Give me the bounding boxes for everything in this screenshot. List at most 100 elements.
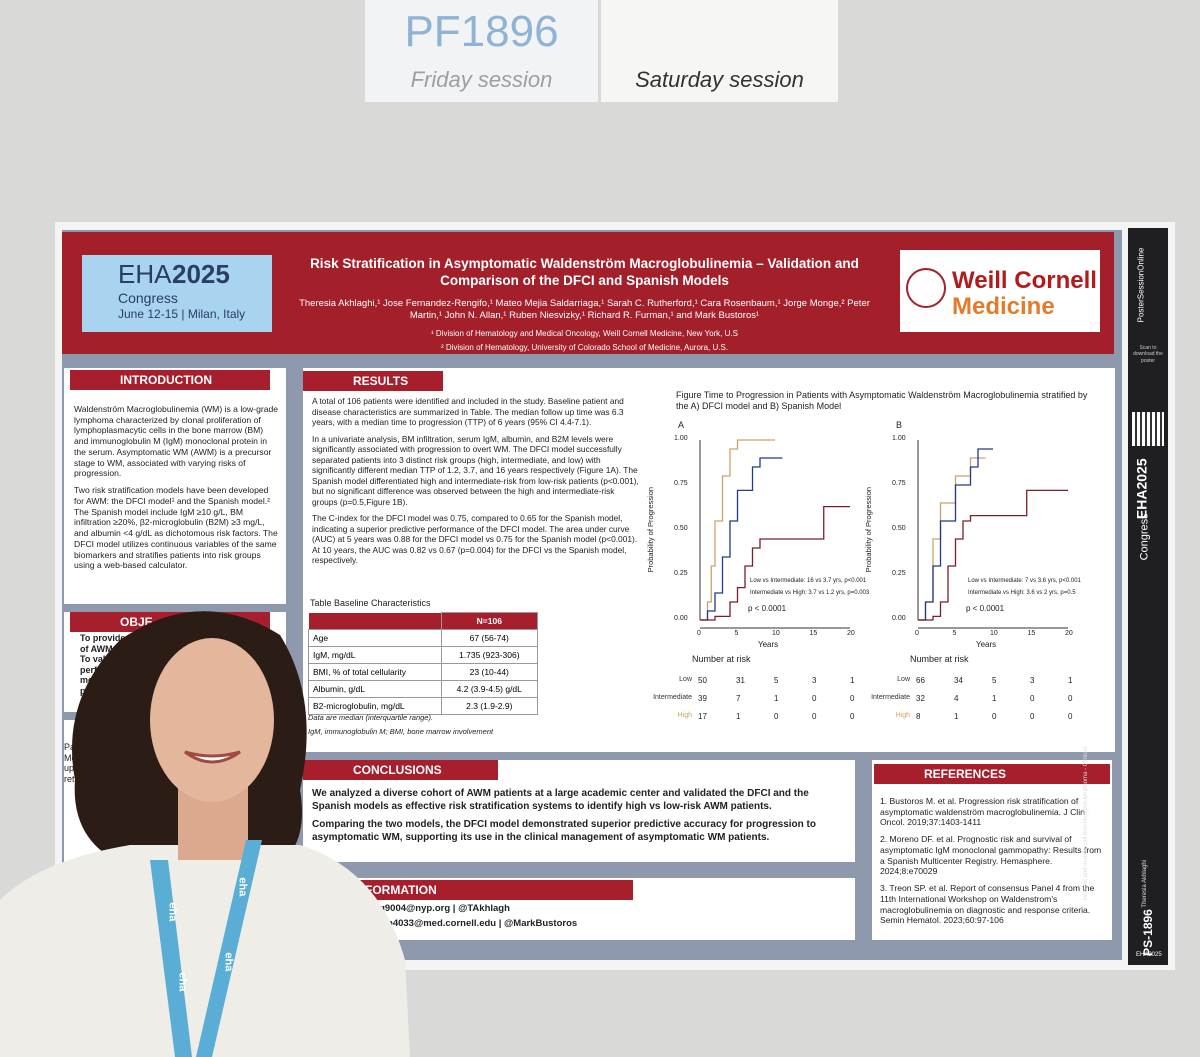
lanyard-print: eha xyxy=(222,952,235,972)
table-caption: Table Baseline Characteristics xyxy=(310,598,431,608)
p-value: p < 0.0001 xyxy=(966,604,1005,613)
table-cell: 2.3 (1.9-2.9) xyxy=(440,697,539,715)
conclusions-text: We analyzed a diverse cohort of AWM pati… xyxy=(312,788,842,850)
table-header: N=106 xyxy=(308,612,539,630)
y-tick-label: 1.00 xyxy=(674,435,688,442)
references-text-item: 2. Moreno DF. et al. Prognostic risk and… xyxy=(880,834,1102,877)
sidebar xyxy=(1128,228,1168,965)
congress-event: Congress xyxy=(118,290,178,306)
logo-line1: Weill Cornell xyxy=(952,267,1097,294)
risk-count: 3 xyxy=(1030,676,1035,685)
risk-count: 7 xyxy=(736,694,741,703)
legend-item: Intermediate vs High: 3.7 vs 1.2 yrs, p=… xyxy=(750,590,870,596)
risk-count: 0 xyxy=(1030,694,1035,703)
risk-count: 0 xyxy=(812,694,817,703)
risk-count: 1 xyxy=(1068,676,1073,685)
y-tick-label: 0.25 xyxy=(674,570,688,577)
p-value: p < 0.0001 xyxy=(748,604,787,613)
legend-item: Low vs Intermediate: 7 vs 3.6 yrs, p<0.0… xyxy=(968,578,1081,584)
smile xyxy=(184,750,241,764)
y-tick-label: 0.00 xyxy=(674,615,688,622)
results-text: A total of 106 patients were identified … xyxy=(312,396,642,572)
risk-count: 0 xyxy=(850,694,855,703)
lanyard-print: eha xyxy=(176,972,189,992)
y-tick-label: 0.50 xyxy=(674,525,688,532)
risk-count: 17 xyxy=(698,712,707,721)
panel-label: B xyxy=(896,420,903,430)
figure-caption: Figure Time to Progression in Patients w… xyxy=(676,390,1088,412)
risk-count: 31 xyxy=(736,676,745,685)
legend-item: Intermediate vs High: 3.6 vs 2 yrs, p=0.… xyxy=(968,590,1076,596)
risk-count: 66 xyxy=(916,676,925,685)
information-text-item: | ltg9004@nyp.org | @TAkhlagh xyxy=(368,903,510,914)
references-box xyxy=(872,760,1112,940)
table-row: IgM, mg/dL 1.735 (923-306) xyxy=(308,646,539,664)
risk-count: 39 xyxy=(698,694,707,703)
objectives-text-item: To provide a s xyxy=(80,633,141,643)
legend: Low vs Intermediate: 16 vs 3.7 yrs, p<0.… xyxy=(750,578,900,602)
legend-item: Low vs Intermediate: 16 vs 3.7 yrs, p<0.… xyxy=(750,578,867,584)
risk-count: 1 xyxy=(736,712,741,721)
conclusions-text-item: We analyzed a diverse cohort of AWM pati… xyxy=(312,788,809,812)
congress-brand: EHA xyxy=(118,259,172,289)
risk-count: 1 xyxy=(954,712,959,721)
x-tick-label: 20 xyxy=(847,630,855,637)
lanyard-print: eha xyxy=(166,902,179,922)
logo-seal xyxy=(906,268,946,308)
section-heading: INFORMATION xyxy=(303,880,633,900)
risk-count: 4 xyxy=(954,694,959,703)
risk-count: 8 xyxy=(916,712,921,721)
y-tick-label: 0.50 xyxy=(892,525,906,532)
x-axis-label: Years xyxy=(758,640,779,649)
table-cell: N=106 xyxy=(440,612,539,630)
x-tick-label: 0 xyxy=(915,630,919,637)
risk-count: 0 xyxy=(812,712,817,721)
legend: Low vs Intermediate: 7 vs 3.6 yrs, p<0.0… xyxy=(968,578,1118,602)
information-text: | ltg9004@nyp.org | @TAkhlagh | mab4033@m… xyxy=(368,903,768,934)
risk-count: 0 xyxy=(774,712,779,721)
y-tick-label: 0.00 xyxy=(892,615,906,622)
sidebar-scan: Scan to download the poster xyxy=(1133,345,1163,364)
y-tick-label: 0.25 xyxy=(892,570,906,577)
information-text-item: | mab4033@med.cornell.edu | @MarkBustoro… xyxy=(368,917,578,929)
sign-left xyxy=(365,0,598,102)
risk-count: 0 xyxy=(992,712,997,721)
results-text-item: In a univariate analysis, BM infiltratio… xyxy=(312,433,639,507)
km-curve xyxy=(918,489,1068,621)
references-text: 1. Bustoros M. et al. Progression risk s… xyxy=(880,796,1105,932)
x-tick-label: 5 xyxy=(952,630,957,637)
x-tick-label: 10 xyxy=(990,630,998,637)
affiliations-item: ¹ Division of Hematology and Medical Onc… xyxy=(431,329,738,338)
methods-text-item: up u xyxy=(64,763,82,773)
section-heading: RESULTS xyxy=(303,371,443,391)
shirt xyxy=(0,845,410,1057)
section-heading: CONCLUSIONS xyxy=(303,760,498,780)
lanyard xyxy=(150,840,262,1057)
table-row: B2-microglobulin, mg/dL 2.3 (1.9-2.9) xyxy=(308,697,539,715)
x-tick-label: 15 xyxy=(809,630,818,637)
intro-text-item: Waldenström Macroglobulinemia (WM) is a … xyxy=(74,404,279,479)
section-heading: REFERENCES xyxy=(874,764,1110,784)
risk-group: High xyxy=(895,712,910,719)
y-tick-label: 1.00 xyxy=(892,435,906,442)
table-notes-item: IgM, immunoglobulin M; BMI, bone marrow … xyxy=(308,726,494,736)
results-text-item: A total of 106 patients were identified … xyxy=(312,396,624,427)
y-tick-label: 0.75 xyxy=(892,480,906,487)
methods-text-item: retr xyxy=(64,773,78,784)
logo-line2: Medicine xyxy=(952,293,1055,320)
risk-count: 1 xyxy=(850,676,855,685)
risk-count: 50 xyxy=(698,676,707,685)
risk-title: Number at risk xyxy=(910,654,969,664)
x-tick-label: 10 xyxy=(772,630,780,637)
sign-saturday: Saturday session xyxy=(635,67,804,92)
risk-count: 1 xyxy=(774,694,779,703)
affiliations: ¹ Division of Hematology and Medical Onc… xyxy=(282,330,887,358)
risk-count: 0 xyxy=(850,712,855,721)
risk-count: 5 xyxy=(774,676,779,685)
sign-code: PF1896 xyxy=(404,7,559,56)
lanyard-print: eha xyxy=(236,877,249,897)
x-tick-label: 5 xyxy=(734,630,739,637)
